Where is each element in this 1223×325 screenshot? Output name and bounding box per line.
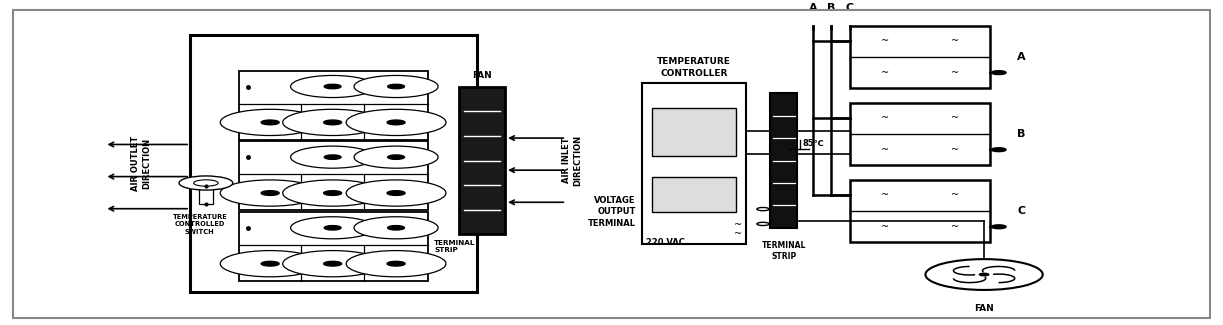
Circle shape <box>324 261 341 266</box>
Text: FAN: FAN <box>975 305 994 313</box>
Text: TERMINAL
STRIP: TERMINAL STRIP <box>434 240 476 253</box>
Text: ~: ~ <box>881 190 889 201</box>
Circle shape <box>353 217 438 239</box>
Circle shape <box>992 148 1007 152</box>
Circle shape <box>992 71 1007 74</box>
Bar <box>459 87 505 234</box>
Circle shape <box>291 217 374 239</box>
Text: ~: ~ <box>881 68 889 78</box>
Bar <box>238 141 428 210</box>
Bar <box>770 93 797 228</box>
Circle shape <box>388 155 405 159</box>
Circle shape <box>324 120 341 125</box>
Circle shape <box>283 180 383 206</box>
Bar <box>850 180 991 242</box>
Circle shape <box>262 191 279 195</box>
Text: A: A <box>1018 52 1026 62</box>
Bar <box>652 108 736 156</box>
Circle shape <box>179 176 232 190</box>
Text: ~: ~ <box>734 229 742 240</box>
Circle shape <box>220 251 320 277</box>
Text: CONTROLLER: CONTROLLER <box>660 69 728 78</box>
Text: ~: ~ <box>951 222 959 232</box>
Bar <box>198 183 213 204</box>
Circle shape <box>757 222 769 226</box>
Circle shape <box>346 251 446 277</box>
Circle shape <box>220 180 320 206</box>
Text: AIR OUTLET
DIRECTION: AIR OUTLET DIRECTION <box>131 136 152 191</box>
Text: ~: ~ <box>951 190 959 201</box>
Text: C: C <box>845 3 854 13</box>
Circle shape <box>220 109 320 136</box>
Circle shape <box>388 191 405 195</box>
Circle shape <box>388 84 405 89</box>
Circle shape <box>283 109 383 136</box>
Text: B: B <box>827 3 835 13</box>
Text: ~: ~ <box>881 145 889 155</box>
Circle shape <box>291 75 374 98</box>
Circle shape <box>262 261 279 266</box>
Circle shape <box>324 226 341 230</box>
Text: ~: ~ <box>951 68 959 78</box>
Circle shape <box>193 180 218 186</box>
Text: TEMPERATURE: TEMPERATURE <box>657 57 731 66</box>
Circle shape <box>992 225 1007 229</box>
Text: AIR INLET
DIRECTION: AIR INLET DIRECTION <box>563 135 582 186</box>
Text: ~: ~ <box>881 36 889 46</box>
Bar <box>642 84 746 244</box>
Text: ~: ~ <box>881 113 889 124</box>
Text: ~: ~ <box>951 36 959 46</box>
Text: ~: ~ <box>951 145 959 155</box>
Bar <box>238 212 428 281</box>
Bar <box>238 71 428 140</box>
Circle shape <box>757 207 769 211</box>
Text: 85℃: 85℃ <box>802 138 824 148</box>
Text: B: B <box>1018 129 1025 139</box>
Circle shape <box>346 180 446 206</box>
Circle shape <box>283 251 383 277</box>
Text: ~: ~ <box>951 113 959 124</box>
Circle shape <box>291 146 374 168</box>
Text: ~: ~ <box>881 222 889 232</box>
Circle shape <box>353 75 438 98</box>
Circle shape <box>346 109 446 136</box>
Text: ~: ~ <box>734 220 742 230</box>
Circle shape <box>324 155 341 159</box>
Bar <box>850 103 991 165</box>
Bar <box>190 35 477 292</box>
Circle shape <box>353 146 438 168</box>
Circle shape <box>388 120 405 125</box>
Text: TERMINAL
STRIP: TERMINAL STRIP <box>762 241 806 261</box>
Bar <box>652 176 736 212</box>
Circle shape <box>324 191 341 195</box>
Circle shape <box>388 261 405 266</box>
Circle shape <box>980 273 988 276</box>
Text: VOLTAGE
OUTPUT
TERMINAL: VOLTAGE OUTPUT TERMINAL <box>588 196 636 227</box>
Text: TEMPERATURE
CONTROLLED
SWITCH: TEMPERATURE CONTROLLED SWITCH <box>172 214 227 235</box>
Text: FAN: FAN <box>472 71 492 80</box>
Circle shape <box>324 84 341 89</box>
Text: 220 VAC: 220 VAC <box>646 238 685 247</box>
Text: A: A <box>808 3 817 13</box>
Circle shape <box>926 259 1043 290</box>
Text: C: C <box>1018 206 1025 216</box>
Circle shape <box>388 226 405 230</box>
Bar <box>850 26 991 88</box>
Circle shape <box>262 120 279 125</box>
